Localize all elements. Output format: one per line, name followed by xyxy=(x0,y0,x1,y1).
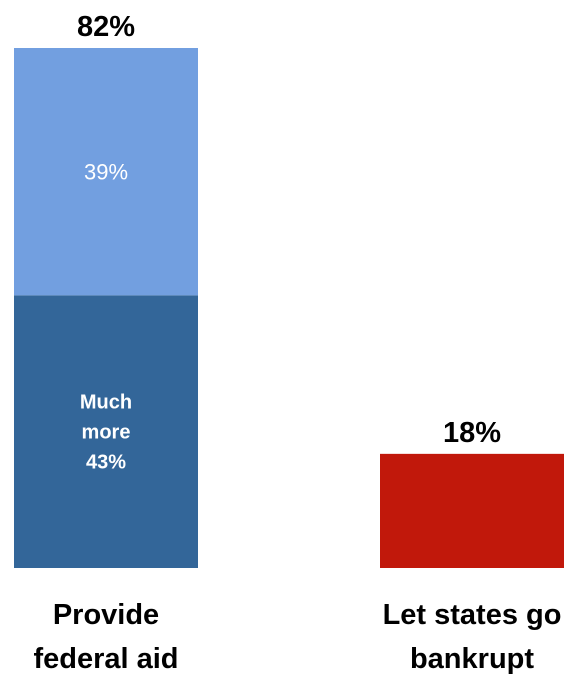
segment-label-0-0-line-0: Much xyxy=(80,392,132,414)
segment-label-0-0-line-2: 43% xyxy=(86,452,126,474)
bar-segment-0-0 xyxy=(14,295,198,568)
total-label-0: 82% xyxy=(77,11,135,43)
bar-segment-1-0 xyxy=(380,453,564,568)
segment-label-0-1: 39% xyxy=(84,160,128,185)
category-label-0-line-0: Provide xyxy=(53,599,159,631)
category-label-1-line-1: bankrupt xyxy=(410,643,534,674)
segment-label-0-0-line-1: more xyxy=(82,422,131,444)
bar-segment-0-1 xyxy=(14,48,198,296)
category-label-0-line-1: federal aid xyxy=(33,643,178,674)
category-label-1-line-0: Let states go xyxy=(383,599,562,631)
total-label-1: 18% xyxy=(443,417,501,449)
